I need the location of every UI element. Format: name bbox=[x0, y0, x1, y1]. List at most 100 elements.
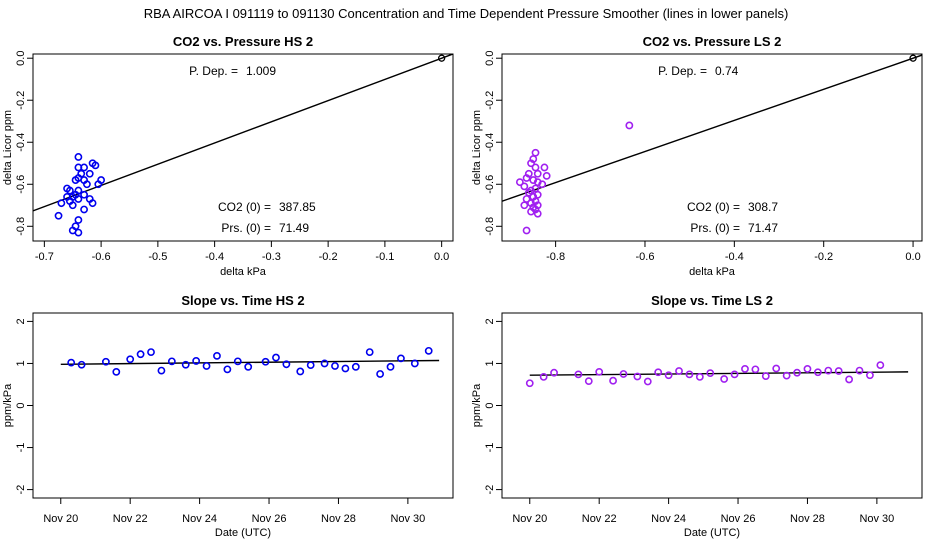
data-point bbox=[296, 367, 305, 376]
x-tick-label: -0.8 bbox=[546, 251, 565, 263]
data-point bbox=[282, 360, 291, 369]
data-point bbox=[625, 121, 634, 130]
data-point bbox=[654, 368, 663, 377]
x-axis-label: Date (UTC) bbox=[684, 527, 740, 539]
origin-point bbox=[909, 54, 917, 62]
y-tick-label: -0.2 bbox=[484, 91, 496, 110]
panel-title: CO2 vs. Pressure LS 2 bbox=[643, 34, 782, 49]
x-tick-label: -0.1 bbox=[375, 251, 394, 263]
panel-title: Slope vs. Time LS 2 bbox=[651, 293, 773, 308]
data-point bbox=[824, 366, 833, 375]
y-tick-label: -0.4 bbox=[15, 133, 27, 152]
data-point bbox=[664, 371, 673, 380]
x-tick-label: Nov 20 bbox=[43, 513, 78, 525]
y-tick-label: 0 bbox=[484, 402, 496, 408]
x-tick-label: -0.2 bbox=[319, 251, 338, 263]
y-axis-label: delta Licor ppm bbox=[471, 110, 483, 185]
x-tick-label: 0.0 bbox=[434, 251, 449, 263]
data-point bbox=[147, 348, 155, 357]
pressure-zero-label: Prs. (0) = bbox=[690, 221, 740, 235]
data-point bbox=[522, 226, 531, 235]
panel-co2-pressure-ls: CO2 vs. Pressure LS 2 -0.8 -0.6 -0.4 -0.2 0.0… bbox=[471, 34, 923, 278]
x-tick-label: Nov 26 bbox=[252, 513, 287, 525]
panels: CO2 vs. Pressure HS 2 -0.7 -0.6 -0.5 -0.4 -0.… bbox=[2, 34, 923, 539]
data-point bbox=[524, 188, 533, 197]
data-point bbox=[77, 360, 86, 369]
data-point bbox=[181, 360, 190, 369]
x-tick-label: Nov 30 bbox=[390, 513, 425, 525]
data-point bbox=[876, 361, 885, 370]
main-title: RBA AIRCOA I 091119 to 091130 Concentrat… bbox=[144, 6, 789, 21]
data-point bbox=[533, 209, 542, 218]
y-tick-label: 2 bbox=[484, 318, 496, 324]
plot-frame bbox=[32, 53, 454, 242]
y-tick-label: 2 bbox=[15, 318, 27, 324]
data-point bbox=[803, 365, 812, 373]
data-point bbox=[71, 176, 80, 184]
x-tick-label: -0.4 bbox=[725, 251, 744, 263]
data-point bbox=[74, 153, 83, 161]
data-point bbox=[88, 199, 97, 208]
data-point bbox=[351, 362, 360, 371]
data-point bbox=[730, 370, 739, 379]
data-point bbox=[213, 351, 221, 360]
data-point bbox=[855, 366, 864, 375]
data-point bbox=[65, 186, 74, 195]
x-tick-label: Nov 28 bbox=[321, 513, 356, 525]
data-point bbox=[67, 358, 76, 367]
data-point bbox=[720, 375, 729, 383]
panel-slope-time-ls: Slope vs. Time LS 2 Nov 20 Nov 22 Nov 24 Nov… bbox=[471, 293, 923, 539]
y-axis-label: ppm/kPa bbox=[471, 383, 483, 427]
data-point bbox=[376, 370, 385, 378]
smoother-line bbox=[60, 359, 440, 365]
data-point bbox=[126, 355, 135, 364]
data-point bbox=[80, 205, 88, 214]
plot-area bbox=[525, 361, 909, 388]
data-point bbox=[233, 357, 242, 366]
data-point bbox=[80, 163, 88, 172]
x-tick-label: Nov 20 bbox=[512, 513, 547, 525]
y-tick-label: -2 bbox=[15, 485, 27, 495]
data-point bbox=[522, 174, 531, 182]
co2-zero-value: 308.7 bbox=[748, 200, 778, 214]
data-point bbox=[741, 365, 749, 373]
y-tick-label: -0.8 bbox=[15, 217, 27, 236]
y-tick-label: 1 bbox=[15, 360, 27, 366]
plot-area bbox=[33, 54, 453, 237]
y-tick-label: -0.4 bbox=[484, 133, 496, 152]
data-point bbox=[782, 371, 791, 380]
data-point bbox=[706, 369, 715, 378]
data-point bbox=[261, 357, 270, 366]
panel-co2-pressure-hs: CO2 vs. Pressure HS 2 -0.7 -0.6 -0.5 -0.4 -0.… bbox=[2, 34, 454, 278]
p-dep-label: P. Dep. = bbox=[189, 64, 238, 78]
y-tick-label: -0.6 bbox=[484, 175, 496, 194]
data-point bbox=[94, 180, 103, 189]
data-point bbox=[320, 359, 329, 368]
data-point bbox=[54, 211, 63, 220]
data-point bbox=[619, 370, 628, 378]
data-point bbox=[74, 216, 83, 224]
x-tick-label: -0.6 bbox=[635, 251, 654, 263]
data-point bbox=[223, 365, 232, 374]
data-point bbox=[157, 366, 166, 375]
x-axis-label: delta kPa bbox=[220, 266, 267, 278]
data-point bbox=[85, 169, 94, 178]
data-point bbox=[91, 161, 100, 170]
x-axis-label: delta kPa bbox=[689, 266, 736, 278]
data-point bbox=[136, 350, 145, 359]
data-point bbox=[341, 364, 350, 373]
data-point bbox=[80, 190, 88, 199]
data-point bbox=[761, 372, 770, 380]
data-point bbox=[57, 199, 66, 208]
data-point bbox=[525, 379, 534, 388]
x-tick-label: Nov 22 bbox=[582, 513, 617, 525]
plot-frame bbox=[501, 312, 923, 499]
data-point bbox=[527, 159, 535, 168]
data-point bbox=[609, 376, 617, 385]
x-tick-label: -0.6 bbox=[92, 251, 111, 263]
data-point bbox=[751, 365, 760, 374]
y-tick-label: 0.0 bbox=[484, 51, 496, 66]
p-dep-value: 1.009 bbox=[246, 64, 276, 78]
data-point bbox=[550, 368, 558, 377]
